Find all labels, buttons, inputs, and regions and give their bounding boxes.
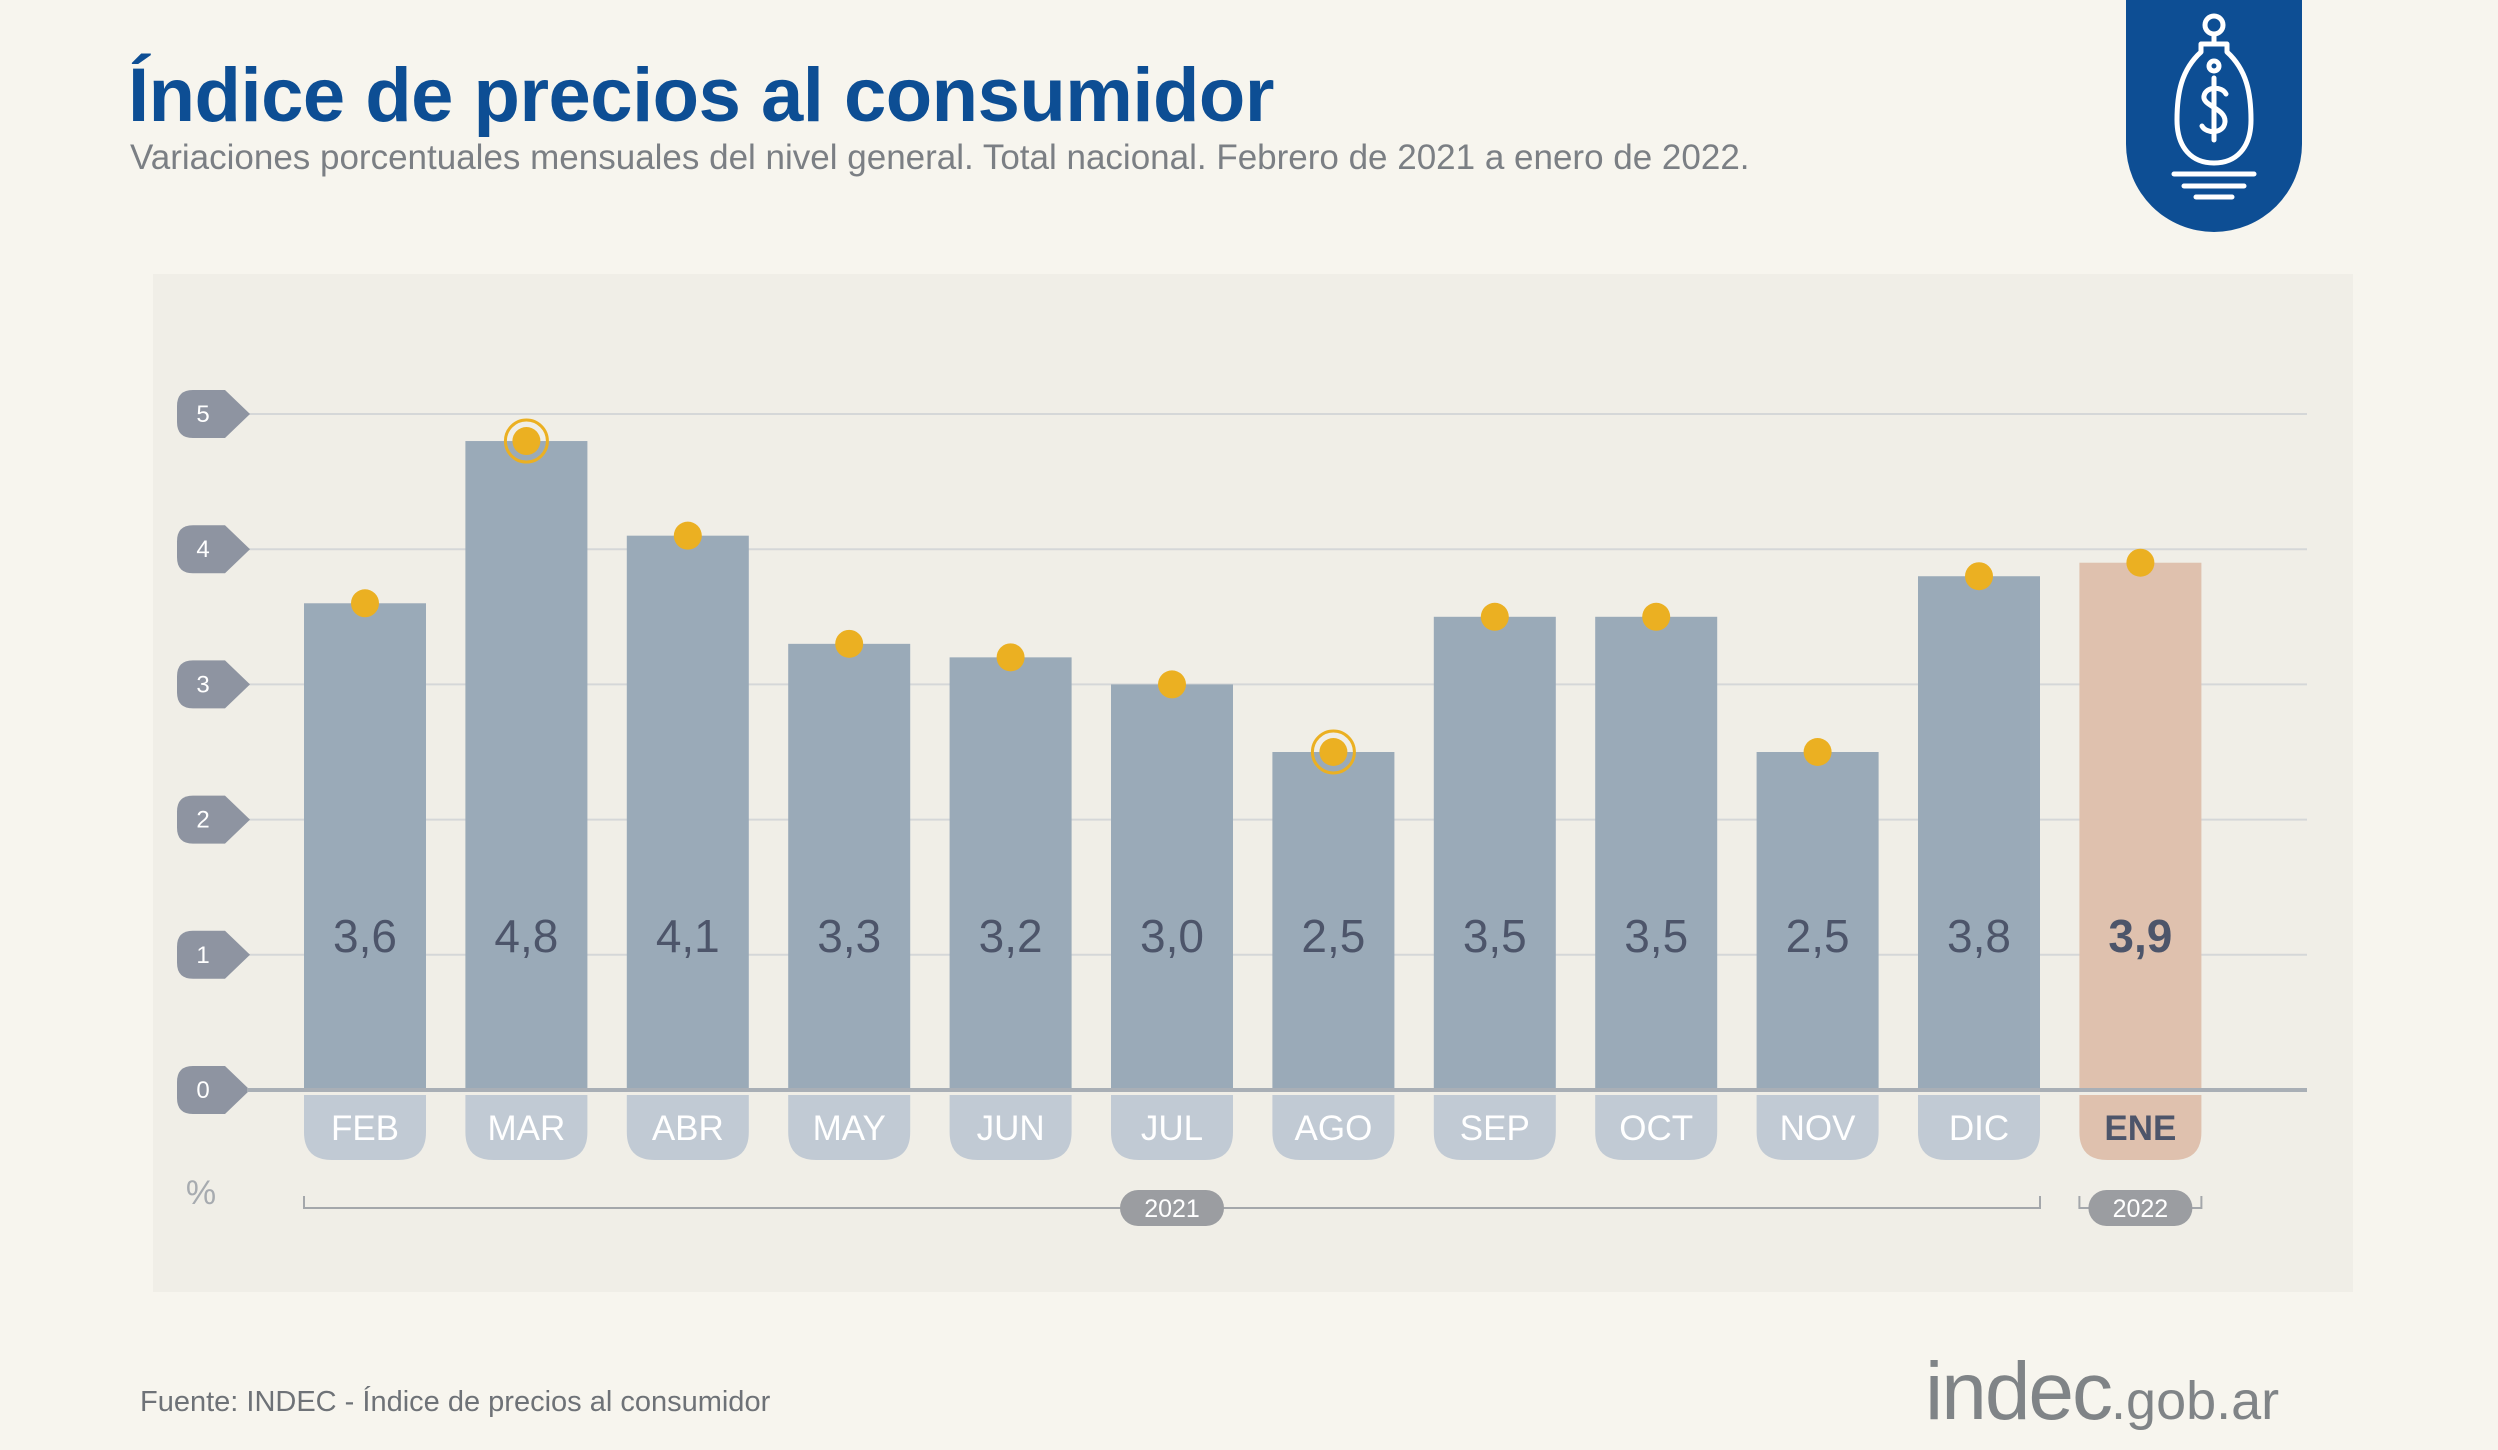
x-tick-label: FEB xyxy=(331,1109,399,1148)
data-label: 2,5 xyxy=(1786,910,1850,962)
data-point-dot xyxy=(512,427,541,456)
x-tick-label: SEP xyxy=(1460,1109,1530,1148)
data-point-dot xyxy=(1965,562,1993,591)
data-point-dot xyxy=(673,521,702,550)
data-point-dot xyxy=(1803,738,1832,766)
month-pill xyxy=(949,1095,1072,1160)
data-label: 3,8 xyxy=(1947,910,2011,962)
data-label: 3,3 xyxy=(817,910,881,962)
bar xyxy=(1433,616,1556,1090)
y-tick-label: 1 xyxy=(196,942,209,969)
y-axis-unit: % xyxy=(186,1174,216,1212)
x-tick-label: ABR xyxy=(652,1109,724,1148)
bar-chart: 0 1 2 3 4 5 3,6 4,8 4,1 3,3 3,2 3,0 2,5 3,5 3,5 2,5 3,8 3… xyxy=(177,390,2307,1226)
chart-panel: 0 1 2 3 4 5 3,6 4,8 4,1 3,3 3,2 3,0 2,5 3,5 3,5 2,5 3,8 3… xyxy=(153,274,2353,1292)
dot-highlight-ring xyxy=(1310,729,1356,775)
data-point-dot xyxy=(1642,602,1671,631)
data-label: 4,1 xyxy=(656,910,720,962)
y-tick-label: 2 xyxy=(196,807,209,834)
bar xyxy=(1595,616,1718,1090)
y-tick-label: 3 xyxy=(196,671,209,698)
y-tick-pill xyxy=(177,390,250,438)
data-label: 4,8 xyxy=(494,910,558,962)
y-tick-label: 5 xyxy=(196,401,209,428)
y-tick-pill xyxy=(177,795,250,844)
bar xyxy=(788,643,911,1090)
month-pill xyxy=(1756,1095,1879,1160)
month-pill xyxy=(1433,1095,1556,1160)
data-point-dot xyxy=(1319,738,1348,766)
x-tick-label: MAR xyxy=(488,1109,566,1148)
brand-name: indec xyxy=(1925,1346,2113,1437)
month-pill xyxy=(1272,1095,1395,1160)
source-note: Fuente: INDEC - Índice de precios al con… xyxy=(140,1386,771,1418)
data-label: 3,5 xyxy=(1624,910,1688,962)
bar xyxy=(1111,684,1233,1090)
year-pill xyxy=(1120,1190,1224,1226)
data-label: 3,6 xyxy=(333,910,397,962)
month-pill xyxy=(465,1095,588,1160)
month-pill xyxy=(788,1095,911,1160)
page-title: Índice de precios al consumidor xyxy=(128,53,1274,138)
page-subtitle: Variaciones porcentuales mensuales del n… xyxy=(130,138,1750,177)
bar xyxy=(304,603,426,1090)
data-label: 3,9 xyxy=(2108,910,2172,962)
y-tick-label: 0 xyxy=(196,1077,209,1104)
indec-logo[interactable]: indec.gob.ar xyxy=(1925,1345,2279,1439)
data-label: 3,2 xyxy=(979,910,1043,962)
price-tag-dollar-icon xyxy=(2171,13,2257,200)
bar xyxy=(465,441,588,1090)
data-label: 3,5 xyxy=(1463,910,1527,962)
bar xyxy=(1918,576,2040,1090)
data-point-dot xyxy=(1480,602,1509,631)
month-pill xyxy=(1595,1095,1718,1160)
data-point-dot xyxy=(835,629,864,658)
data-label: 2,5 xyxy=(1301,910,1365,962)
x-tick-label: MAY xyxy=(813,1109,886,1148)
x-tick-label: NOV xyxy=(1780,1109,1857,1148)
x-tick-label: JUL xyxy=(1141,1109,1203,1148)
x-tick-label: DIC xyxy=(1949,1109,2009,1148)
month-pill xyxy=(2079,1095,2202,1160)
data-point-dot xyxy=(351,589,379,618)
x-tick-label: AGO xyxy=(1295,1109,1373,1148)
brand-suffix: .gob.ar xyxy=(2111,1371,2280,1431)
y-tick-pill xyxy=(177,930,250,979)
year-label: 2022 xyxy=(2113,1195,2169,1223)
data-point-dot xyxy=(996,643,1025,672)
y-tick-pill xyxy=(177,660,250,709)
month-pill xyxy=(304,1095,426,1160)
y-tick-label: 4 xyxy=(196,536,209,563)
x-tick-label: ENE xyxy=(2104,1109,2176,1148)
month-pill xyxy=(1111,1095,1233,1160)
price-badge xyxy=(2126,0,2302,232)
data-point-dot xyxy=(2126,548,2155,577)
bar xyxy=(1756,752,1879,1090)
y-tick-pill xyxy=(177,525,250,574)
year-label: 2021 xyxy=(1144,1195,1200,1223)
x-tick-label: JUN xyxy=(977,1109,1045,1148)
bar xyxy=(2079,562,2202,1090)
month-pill xyxy=(626,1095,749,1160)
bar xyxy=(1272,752,1395,1090)
y-tick-pill xyxy=(177,1066,250,1114)
year-pill xyxy=(2088,1190,2193,1226)
month-pill xyxy=(1918,1095,2040,1160)
bar xyxy=(626,535,749,1090)
bar xyxy=(949,657,1072,1090)
data-label: 3,0 xyxy=(1140,910,1204,962)
dot-highlight-ring xyxy=(503,418,549,464)
x-tick-label: OCT xyxy=(1619,1109,1693,1148)
data-point-dot xyxy=(1158,670,1186,699)
